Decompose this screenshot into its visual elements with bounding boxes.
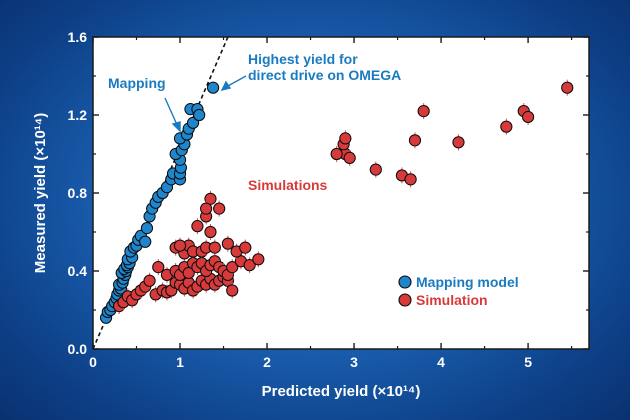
plot-area — [93, 37, 589, 349]
data-point — [452, 136, 465, 149]
data-point — [417, 105, 430, 118]
y-tick-label: 0.4 — [68, 263, 88, 279]
legend-label-simulation: Simulation — [416, 292, 488, 308]
data-point — [339, 132, 352, 145]
legend-marker-simulation — [398, 293, 412, 307]
data-point — [226, 261, 239, 274]
x-axis-title: Predicted yield (×10¹⁴) — [262, 383, 421, 400]
data-point — [191, 220, 204, 233]
x-tick-label: 4 — [437, 354, 445, 370]
data-point — [193, 108, 206, 122]
data-point — [173, 239, 187, 252]
annotation-arrows — [164, 75, 247, 133]
data-point — [206, 81, 220, 94]
annotation-simulations: Simulations — [248, 177, 328, 193]
data-point — [239, 241, 252, 254]
arrowhead-mapping — [171, 121, 181, 133]
annotation-highest-yield-line1: Highest yield for — [248, 51, 358, 67]
legend-label-mapping: Mapping model — [416, 274, 519, 290]
data-point — [330, 147, 343, 161]
y-tick-labels: 0.0 0.4 0.8 1.2 1.6 — [68, 29, 88, 357]
arrowhead-highest-yield — [220, 80, 232, 92]
plot-frame — [92, 36, 590, 350]
x-tick-labels: 0 1 2 3 4 5 — [89, 354, 532, 370]
data-point — [404, 173, 417, 186]
data-points — [99, 79, 574, 324]
data-point — [200, 202, 213, 215]
x-tick-label: 2 — [263, 354, 271, 370]
data-point — [140, 222, 154, 235]
y-tick-label: 1.6 — [68, 29, 88, 45]
data-point — [252, 253, 265, 266]
data-point — [343, 151, 356, 164]
data-point — [369, 163, 382, 176]
annotation-mapping: Mapping — [108, 75, 166, 91]
y-tick-label: 0.0 — [68, 341, 88, 357]
data-point — [521, 110, 535, 124]
data-point — [139, 235, 152, 248]
x-tick-label: 3 — [350, 354, 358, 370]
x-tick-label: 5 — [524, 354, 532, 370]
x-tick-label: 0 — [89, 354, 97, 370]
y-tick-label: 1.2 — [68, 107, 88, 123]
legend-marker-mapping — [398, 275, 412, 289]
data-point — [408, 134, 422, 147]
arrow-mapping — [164, 97, 179, 128]
data-point — [561, 81, 574, 94]
data-point — [213, 202, 226, 215]
y-axis-title: Measured yield (×10¹⁴) — [32, 113, 49, 273]
data-point — [221, 237, 234, 250]
legend: Mapping model Simulation — [398, 274, 519, 308]
data-point — [243, 259, 256, 272]
data-point — [152, 261, 165, 274]
data-point — [204, 225, 217, 239]
data-point — [226, 284, 239, 297]
data-point — [143, 274, 156, 287]
x-tick-label: 1 — [176, 354, 184, 370]
arrow-highest-yield — [225, 75, 247, 88]
y-tick-label: 0.8 — [68, 185, 88, 201]
data-point — [500, 120, 513, 133]
data-point — [208, 241, 221, 254]
series-simulation — [113, 79, 574, 315]
annotation-highest-yield-line2: direct drive on OMEGA — [248, 67, 401, 83]
